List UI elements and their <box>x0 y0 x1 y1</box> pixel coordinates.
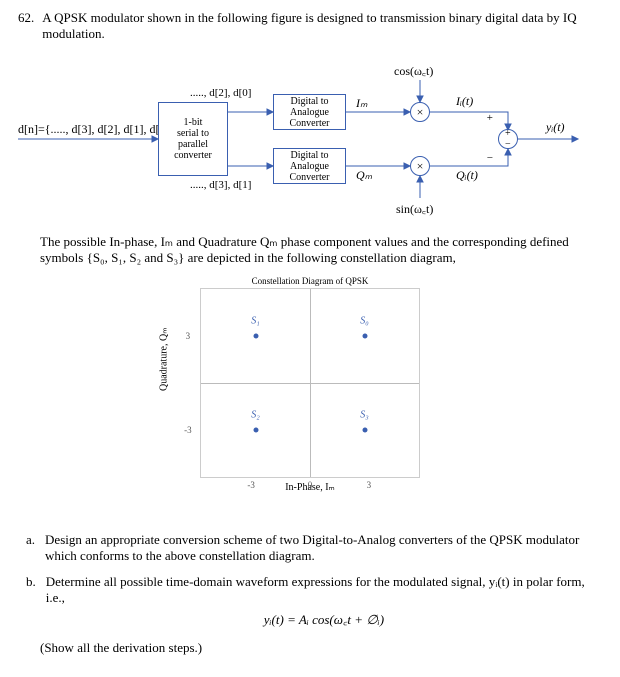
top-branch-label: ....., d[2], d[0] <box>190 87 251 99</box>
multiplier-bottom: × <box>410 156 430 176</box>
constellation-title: Constellation Diagram of QPSK <box>160 276 460 286</box>
constellation-diagram: Constellation Diagram of QPSK Quadrature… <box>160 276 460 516</box>
ii-label: Iᵢ(t) <box>456 94 473 109</box>
qm-label: Qₘ <box>356 168 372 183</box>
sum-plus: + <box>505 128 511 139</box>
dac-top-box: Digital to Analogue Converter <box>273 94 346 130</box>
sin-label: sin(ω꜀t) <box>396 200 433 217</box>
constellation-ylabel: Quadrature, Qₘ <box>159 327 170 390</box>
modulator-diagram: d[n]={....., d[3], d[2], d[1], d[0]} 1-b… <box>18 54 602 224</box>
input-signal-label: d[n]={....., d[3], d[2], d[1], d[0]} <box>18 122 175 137</box>
xtick-zero: 0 <box>308 480 313 490</box>
show-steps: (Show all the derivation steps.) <box>40 640 602 656</box>
output-label: yᵢ(t) <box>546 120 565 135</box>
constellation-point <box>253 334 258 339</box>
constellation-point-label: S₀ <box>360 315 368 326</box>
qi-label: Qᵢ(t) <box>456 168 478 183</box>
ytick-neg: -3 <box>184 425 192 435</box>
serial-to-parallel-box: 1-bit serial to parallel converter <box>158 102 228 176</box>
sum-minus: − <box>505 139 511 150</box>
xtick-neg: -3 <box>247 480 255 490</box>
xtick-pos: 3 <box>367 480 372 490</box>
part-a-label: a. <box>26 532 35 564</box>
x-axis <box>201 383 419 384</box>
multiplier-top: × <box>410 102 430 122</box>
dac-bottom-box: Digital to Analogue Converter <box>273 148 346 184</box>
question-text: A QPSK modulator shown in the following … <box>42 10 602 42</box>
cos-label: cos(ω꜀t) <box>394 62 433 79</box>
ytick-pos: 3 <box>186 331 191 341</box>
constellation-point-label: S₂ <box>251 409 259 420</box>
sum-minus-outer: − <box>486 152 493 164</box>
constellation-point <box>253 428 258 433</box>
sum-plus-outer: + <box>486 112 493 124</box>
im-label: Iₘ <box>356 96 367 111</box>
bottom-branch-label: ....., d[3], d[1] <box>190 179 251 191</box>
part-b-formula: yᵢ(t) = Aᵢ cos(ω꜀t + ∅ᵢ) <box>46 610 602 628</box>
constellation-point-label: S₁ <box>251 315 259 326</box>
part-b-label: b. <box>26 574 36 632</box>
constellation-point <box>362 428 367 433</box>
part-b-text: Determine all possible time-domain wavef… <box>46 574 602 606</box>
constellation-point <box>362 334 367 339</box>
constellation-point-label: S₃ <box>360 409 368 420</box>
summer: + − <box>498 129 518 149</box>
part-a-text: Design an appropriate conversion scheme … <box>45 532 602 564</box>
question-number: 62. <box>18 10 34 42</box>
mid-paragraph: The possible In-phase, Iₘ and Quadrature… <box>40 234 602 266</box>
